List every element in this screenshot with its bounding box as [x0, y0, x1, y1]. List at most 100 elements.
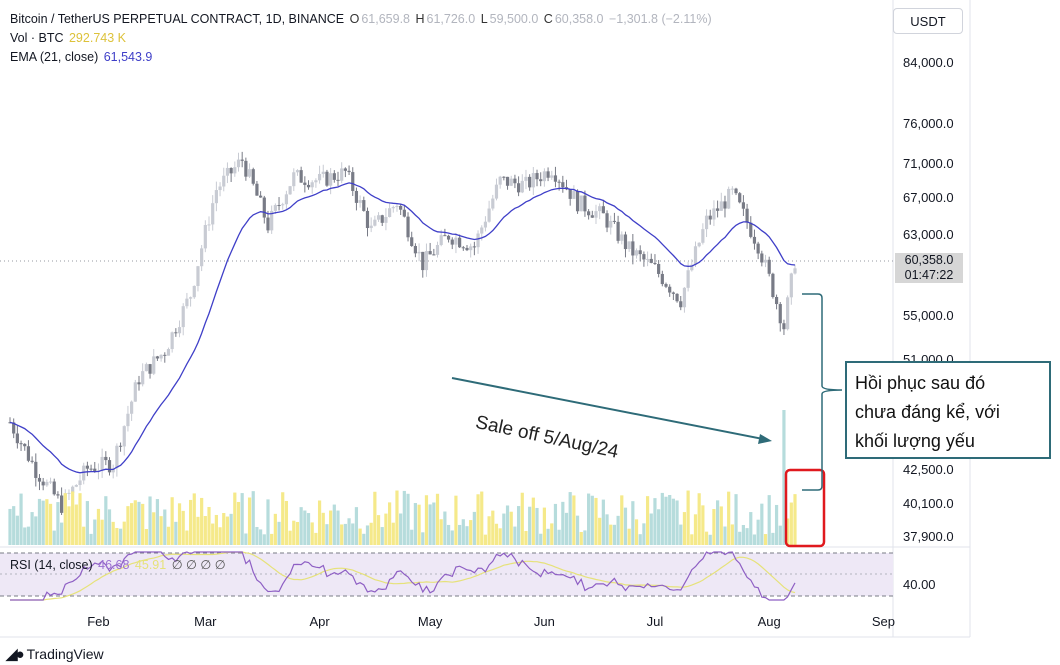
price-tick-label: 37,900.0 — [903, 529, 954, 544]
volume-bar — [402, 490, 406, 545]
time-tick-label: Apr — [309, 614, 330, 629]
symbol-title[interactable]: Bitcoin / TetherUS PERPETUAL CONTRACT, 1… — [10, 12, 345, 26]
volume-bar — [299, 507, 303, 545]
candle-body — [362, 200, 366, 211]
volume-bar — [174, 521, 178, 545]
candle-body — [749, 222, 753, 237]
volume-bar — [314, 532, 318, 545]
candle-body — [642, 254, 646, 260]
candle-body — [734, 188, 738, 194]
candle-body — [236, 159, 241, 168]
volume-bar — [675, 500, 679, 545]
volume-bar — [561, 501, 565, 545]
volume-bar — [601, 499, 605, 545]
candle-body — [539, 179, 543, 182]
volume-bar — [19, 493, 23, 545]
candle-body — [542, 171, 546, 182]
candle-body — [336, 179, 340, 181]
volume-bar — [671, 498, 675, 545]
candle-body — [520, 180, 524, 193]
volume-bar — [657, 509, 661, 545]
volume-bar — [631, 501, 635, 545]
volume-bar — [734, 494, 738, 545]
candle-body — [388, 208, 392, 218]
volume-bar — [74, 504, 78, 545]
volume-bar — [85, 501, 89, 545]
volume-bar — [141, 503, 145, 545]
candle-body — [314, 180, 318, 183]
ema-legend[interactable]: EMA (21, close) 61,543.9 — [10, 50, 154, 64]
candle-body — [332, 173, 336, 180]
volume-bar — [682, 512, 687, 545]
candle-body — [572, 190, 576, 199]
candle-body — [697, 242, 701, 247]
candle-body — [406, 216, 410, 238]
candle-body — [380, 215, 384, 223]
volume-legend[interactable]: Vol · BTC 292.743 K — [10, 31, 128, 45]
tradingview-logo-icon: ◢● — [6, 646, 25, 663]
price-tick-label: 42,500.0 — [903, 462, 954, 477]
candle-body — [347, 170, 351, 173]
candle-body — [760, 253, 764, 263]
candle-body — [771, 273, 775, 298]
volume-bar — [107, 509, 112, 545]
candle-body — [292, 172, 296, 187]
candle-body — [111, 468, 115, 473]
volume-bar — [384, 513, 388, 545]
candle-body — [421, 251, 425, 271]
candle-body — [115, 445, 119, 469]
volume-bar — [575, 515, 580, 545]
candle-body — [203, 225, 207, 249]
volume-bar — [96, 508, 101, 545]
volume-bar — [388, 502, 392, 545]
candle-body — [598, 206, 602, 212]
currency-button[interactable]: USDT — [893, 8, 963, 34]
volume-bar — [730, 524, 734, 545]
candle-body — [222, 175, 226, 187]
volume-bar — [262, 534, 266, 545]
candle-body — [664, 284, 668, 287]
volume-bar — [771, 532, 775, 545]
candle-body — [738, 193, 742, 203]
candle-body — [207, 224, 211, 226]
volume-bar — [347, 518, 351, 545]
candle-body — [15, 433, 19, 444]
volume-bar — [26, 526, 31, 545]
candle-body — [244, 160, 248, 177]
volume-bar — [225, 516, 230, 545]
volume-bar — [34, 516, 38, 545]
rsi-tick-label: 40.00 — [903, 577, 936, 592]
volume-bar — [564, 512, 569, 545]
volume-bar — [568, 492, 572, 545]
volume-bar — [63, 493, 67, 545]
volume-bar — [505, 505, 510, 545]
volume-bar — [295, 521, 300, 545]
volume-bar — [273, 513, 277, 545]
candle-body — [634, 250, 639, 256]
volume-bar — [424, 495, 429, 545]
volume-bar — [572, 495, 576, 545]
volume-bar — [56, 502, 60, 545]
volume-bar — [30, 512, 34, 545]
volume-bar — [421, 532, 425, 545]
volume-bar — [177, 503, 182, 545]
volume-bar — [71, 491, 75, 545]
volume-bar — [557, 529, 561, 545]
rsi-legend[interactable]: RSI (14, close) 46.68 45.91 ∅ ∅ ∅ ∅ — [10, 557, 228, 572]
candle-body — [712, 208, 716, 220]
candle-body — [616, 221, 620, 241]
volume-bar — [122, 521, 126, 545]
candle-body — [52, 481, 56, 495]
candle-body — [682, 287, 687, 308]
volume-bar — [104, 496, 108, 545]
candle-body — [745, 208, 749, 223]
candle-body — [763, 259, 768, 263]
candle-body — [535, 173, 539, 180]
candle-body — [23, 443, 27, 447]
candle-body — [34, 461, 38, 478]
volume-bar — [52, 530, 56, 545]
volume-bar — [668, 494, 672, 545]
candle-body — [306, 184, 311, 188]
tradingview-brand[interactable]: ◢● TradingView — [6, 645, 104, 663]
